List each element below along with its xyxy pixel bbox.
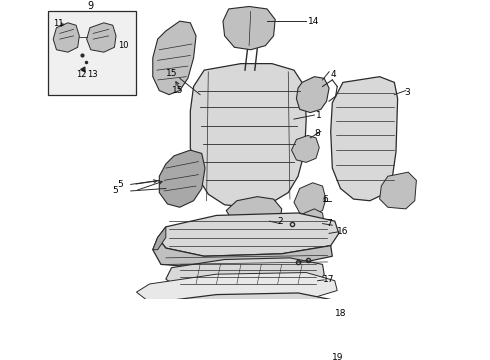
Polygon shape — [292, 135, 319, 162]
Text: 17: 17 — [322, 275, 334, 284]
Polygon shape — [159, 150, 205, 207]
Polygon shape — [136, 273, 337, 303]
Polygon shape — [223, 6, 275, 50]
Polygon shape — [226, 197, 282, 227]
Polygon shape — [190, 64, 306, 207]
Text: 10: 10 — [118, 41, 128, 50]
Polygon shape — [298, 209, 324, 233]
Polygon shape — [151, 334, 337, 360]
Text: 4: 4 — [331, 70, 336, 79]
Polygon shape — [153, 238, 332, 267]
Polygon shape — [296, 77, 329, 113]
Text: 13: 13 — [88, 70, 98, 79]
Text: 18: 18 — [335, 309, 346, 318]
Text: 14: 14 — [308, 17, 319, 26]
Text: 16: 16 — [337, 227, 349, 236]
Polygon shape — [153, 227, 166, 250]
Text: 1: 1 — [316, 111, 322, 120]
Text: 5: 5 — [117, 180, 122, 189]
Polygon shape — [294, 183, 326, 215]
Polygon shape — [147, 293, 339, 338]
Text: 3: 3 — [404, 89, 410, 98]
Text: 7: 7 — [327, 219, 332, 228]
Text: 11: 11 — [53, 19, 64, 28]
Text: 8: 8 — [315, 129, 320, 138]
Polygon shape — [87, 23, 116, 52]
Text: 19: 19 — [332, 353, 344, 360]
Bar — [49, 12, 136, 95]
Polygon shape — [331, 77, 397, 201]
Text: 15: 15 — [172, 86, 183, 95]
Text: 9: 9 — [88, 1, 94, 12]
Text: 2: 2 — [278, 217, 283, 226]
Text: 12: 12 — [76, 70, 87, 79]
Polygon shape — [158, 213, 339, 256]
Polygon shape — [153, 21, 196, 95]
Polygon shape — [166, 258, 324, 291]
Polygon shape — [53, 23, 79, 52]
Text: 5: 5 — [113, 186, 119, 195]
Text: 6: 6 — [322, 195, 328, 204]
Polygon shape — [380, 172, 416, 209]
Text: 15: 15 — [166, 69, 177, 78]
